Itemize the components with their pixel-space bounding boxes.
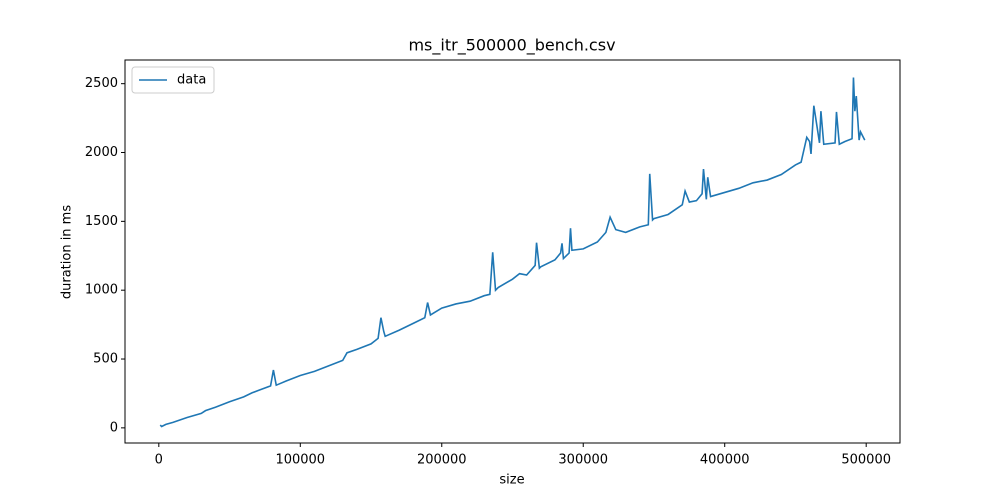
x-tick-label: 400000 bbox=[700, 453, 750, 468]
chart-title: ms_itr_500000_bench.csv bbox=[408, 36, 615, 56]
legend-box bbox=[131, 66, 215, 94]
x-tick-label: 200000 bbox=[417, 453, 467, 468]
x-tick-label: 100000 bbox=[275, 453, 325, 468]
x-tick-label: 300000 bbox=[558, 453, 608, 468]
y-tick-label: 0 bbox=[110, 420, 118, 435]
x-tick-label: 500000 bbox=[841, 453, 891, 468]
y-tick-label: 2500 bbox=[85, 76, 118, 91]
y-axis-label: duration in ms bbox=[60, 205, 75, 299]
x-axis-label: size bbox=[499, 473, 524, 488]
plot-frame bbox=[124, 59, 901, 444]
y-tick-label: 1500 bbox=[85, 214, 118, 229]
y-tick-label: 2000 bbox=[85, 145, 118, 160]
legend-label: data bbox=[177, 73, 206, 88]
x-tick-label: 0 bbox=[155, 453, 163, 468]
y-tick-label: 500 bbox=[93, 352, 118, 367]
data-line bbox=[159, 77, 866, 428]
y-tick-label: 1000 bbox=[85, 283, 118, 298]
